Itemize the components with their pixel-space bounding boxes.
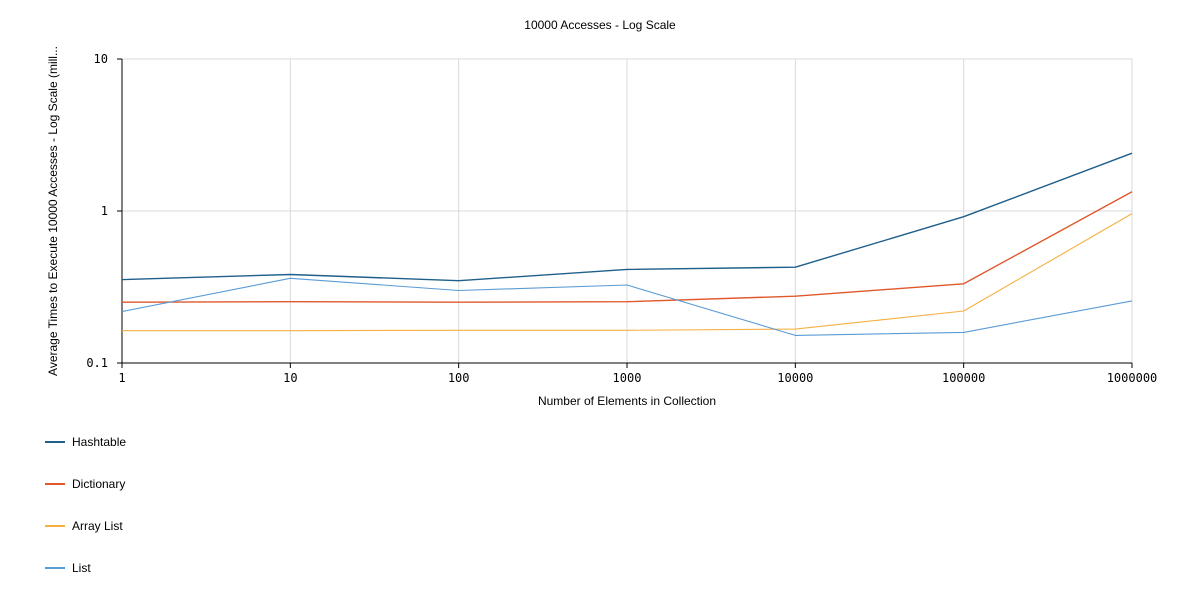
legend-item-list: List bbox=[45, 561, 91, 575]
legend: Hashtable Dictionary Array List List bbox=[45, 435, 126, 575]
x-tick-label: 100000 bbox=[942, 371, 985, 385]
legend-item-dictionary: Dictionary bbox=[45, 477, 125, 491]
x-axis-title: Number of Elements in Collection bbox=[538, 394, 716, 408]
grid bbox=[122, 58, 1133, 363]
chart-title: 10000 Accesses - Log Scale bbox=[524, 18, 676, 32]
x-tick-label: 1000 bbox=[613, 371, 642, 385]
x-axis-ticks: 1 10 100 1000 10000 100000 1000000 bbox=[118, 363, 1157, 385]
x-tick-label: 1000000 bbox=[1107, 371, 1158, 385]
y-axis-title: Average Times to Execute 10000 Accesses … bbox=[46, 46, 60, 376]
series-line-hashtable bbox=[121, 152, 1133, 282]
series-line-dictionary bbox=[121, 191, 1133, 303]
legend-item-hashtable: Hashtable bbox=[45, 435, 126, 449]
series-line-array-list bbox=[122, 213, 1133, 332]
y-tick-label: 1 bbox=[101, 204, 108, 218]
legend-label: Dictionary bbox=[72, 477, 125, 491]
series-line-list bbox=[121, 277, 1133, 336]
x-tick-label: 10000 bbox=[777, 371, 813, 385]
legend-item-array-list: Array List bbox=[45, 519, 123, 533]
series-layer bbox=[121, 152, 1133, 336]
y-axis-ticks: 0.1 1 10 bbox=[86, 52, 122, 370]
x-tick-label: 1 bbox=[118, 371, 125, 385]
x-tick-label: 100 bbox=[448, 371, 470, 385]
legend-label: List bbox=[72, 561, 91, 575]
x-tick-label: 10 bbox=[283, 371, 297, 385]
legend-label: Array List bbox=[72, 519, 123, 533]
y-tick-label: 10 bbox=[94, 52, 108, 66]
y-tick-label: 0.1 bbox=[86, 356, 108, 370]
legend-label: Hashtable bbox=[72, 435, 126, 449]
